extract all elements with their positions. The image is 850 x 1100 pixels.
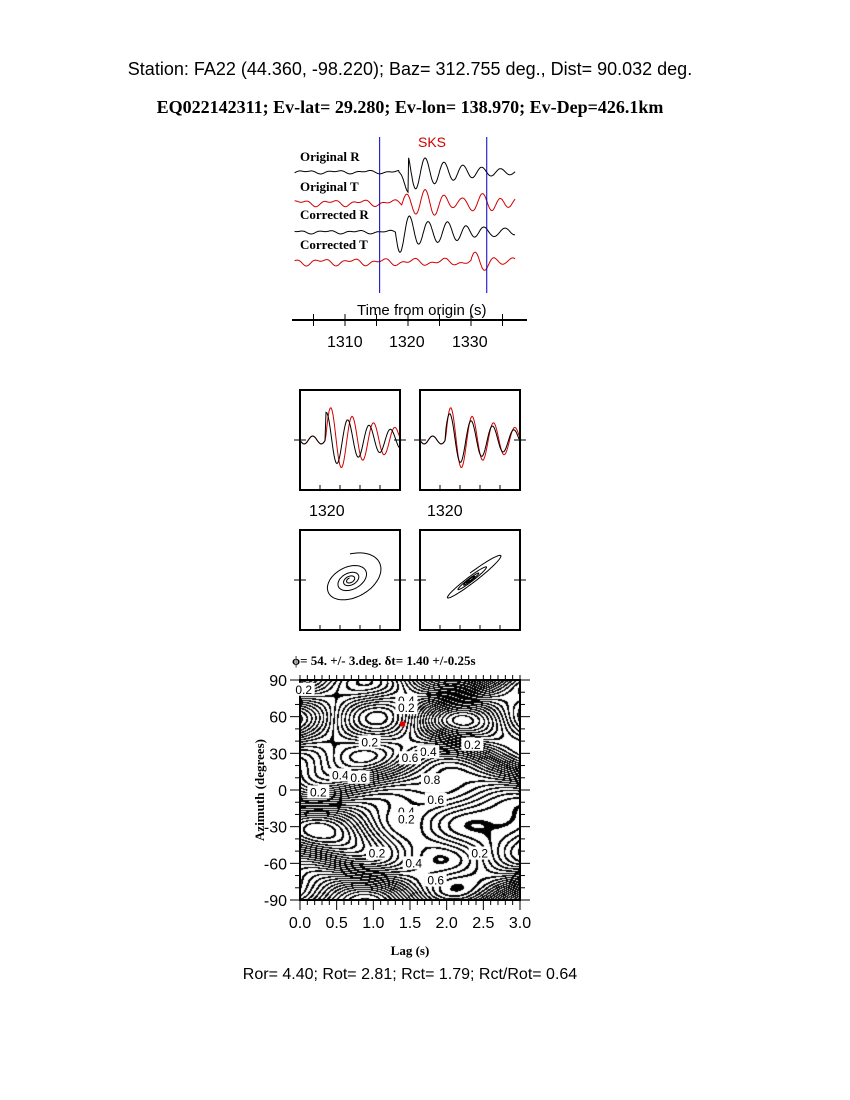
contour-label-text: 0.2: [369, 847, 386, 861]
x-tick-label: 2.5: [472, 915, 494, 932]
contour-label-bg: [395, 701, 418, 715]
contour-label-text: 0.4: [405, 856, 422, 870]
trace-corrected-r: [294, 215, 516, 253]
y-tick-label: -60: [264, 856, 287, 873]
time-axis-label: Time from origin (s): [357, 302, 487, 319]
x-tick-label: 0.5: [326, 915, 348, 932]
contour-label-bg: [292, 682, 315, 696]
contour-label-text: 0.4: [332, 768, 349, 782]
x-tick-label: 3.0: [509, 915, 531, 932]
station-info: Station: FA22 (44.360, -98.220); Baz= 31…: [127, 59, 693, 79]
y-tick-label: 60: [269, 710, 287, 727]
contour-label-bg: [424, 792, 447, 806]
contour-label-text: 0.2: [471, 847, 488, 861]
contour-label-text: 0.6: [350, 771, 367, 785]
contour-label-bg: [402, 856, 425, 870]
contour-label-bg: [366, 846, 388, 860]
y-tick-label: 90: [269, 673, 287, 690]
x-tick-label: 1.0: [362, 915, 384, 932]
contour-label: 0.2: [358, 735, 381, 749]
contour-label: 0.2: [468, 846, 491, 861]
azimuth-axis-label: Azimuth (degrees): [252, 739, 267, 841]
particle-motion-path: [326, 552, 382, 601]
contour-title: ϕ= 54. +/- 3.deg. δt= 1.40 +/-0.25s: [292, 653, 476, 668]
contour-label: 0.2: [366, 846, 388, 861]
contour-label-text: 0.2: [361, 735, 378, 749]
contour-label-bg: [468, 846, 491, 860]
waveform-radial: [420, 413, 520, 463]
trace-corrected-t: [294, 251, 516, 271]
contour-label-text: 0.6: [402, 751, 419, 765]
contour-label: 0.6: [424, 873, 447, 887]
contour-label-bg: [417, 745, 440, 759]
contour-label-text: 0.2: [310, 785, 327, 799]
tick-1310: 1310: [327, 334, 363, 351]
contour-label: 0.2: [461, 737, 484, 752]
overlay2-tick: 1320: [427, 503, 463, 520]
contour-label-bg: [399, 751, 421, 765]
contour-label-text: 0.2: [398, 701, 415, 715]
contour-label-bg: [329, 768, 352, 782]
phase-label: SKS: [418, 134, 447, 150]
contour-label-bg: [461, 737, 484, 751]
contour-label: 0.2: [395, 701, 418, 715]
contour-label: 0.6: [424, 792, 447, 807]
contour-label-text: 0.4: [420, 745, 437, 759]
label-original-r: Original R: [300, 149, 360, 164]
contour-label-text: 0.2: [398, 812, 415, 826]
lag-axis-label: Lag (s): [390, 943, 430, 958]
contour-label-text: 0.6: [427, 793, 444, 807]
contour-label-bg: [424, 873, 447, 887]
y-tick-label: -30: [264, 820, 287, 837]
contour-label: 0.6: [399, 751, 421, 765]
trace-original-r: [294, 157, 516, 194]
trace-original-t: [294, 189, 516, 216]
x-tick-label: 1.5: [399, 915, 421, 932]
contour-label-bg: [347, 770, 370, 784]
event-info: EQ022142311; Ev-lat= 29.280; Ev-lon= 138…: [156, 97, 664, 117]
tick-1330: 1330: [452, 334, 488, 351]
x-tick-label: 2.0: [436, 915, 458, 932]
contour-label-text: 0.8: [424, 773, 441, 787]
contour-label: 0.2: [307, 785, 330, 799]
best-fit-marker: [400, 721, 406, 727]
label-original-t: Original T: [300, 179, 359, 194]
contour-label: 0.2: [292, 682, 315, 697]
label-corrected-r: Corrected R: [300, 207, 369, 222]
contour-label-bg: [395, 812, 418, 826]
contour-label-bg: [307, 785, 330, 799]
waveform-radial: [300, 411, 400, 465]
contour-label: 0.2: [395, 812, 418, 826]
y-tick-label: 30: [269, 746, 287, 763]
contour-label-text: 0.2: [464, 738, 481, 752]
y-tick-label: -90: [264, 893, 287, 910]
tick-1320: 1320: [389, 334, 425, 351]
label-corrected-t: Corrected T: [300, 237, 368, 252]
y-tick-label: 0: [278, 783, 287, 800]
contour-label: 0.4: [329, 768, 352, 782]
ratios-line: Ror= 4.40; Rot= 2.81; Rct= 1.79; Rct/Rot…: [242, 966, 578, 983]
contour-label-bg: [421, 773, 443, 787]
contour-label-text: 0.2: [295, 683, 312, 697]
particle-motion-path: [446, 554, 502, 599]
contour-label: 0.4: [417, 745, 440, 759]
contour-label-bg: [358, 735, 381, 749]
contour-label: 0.8: [421, 773, 443, 787]
x-tick-label: 0.0: [289, 915, 311, 932]
contour-label-text: 0.6: [427, 873, 444, 887]
contour-label: 0.4: [402, 856, 425, 870]
contour-label: 0.6: [347, 770, 370, 785]
overlay1-tick: 1320: [309, 503, 345, 520]
